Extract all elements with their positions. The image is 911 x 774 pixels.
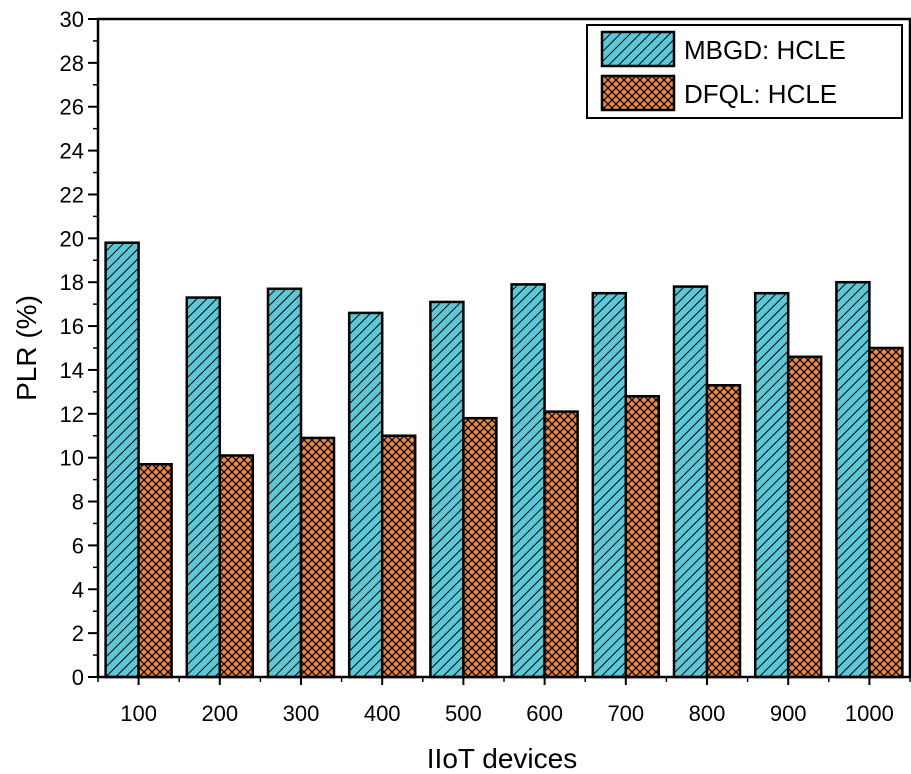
y-tick-label: 16 bbox=[60, 314, 84, 339]
x-tick-label-500: 500 bbox=[445, 701, 482, 726]
x-axis-title: IIoT devices bbox=[427, 743, 577, 774]
x-tick-label-300: 300 bbox=[283, 701, 320, 726]
bars-group bbox=[104, 241, 904, 679]
bar-dfql-600 bbox=[543, 410, 579, 679]
bar-mbgd-200 bbox=[185, 296, 222, 679]
x-tick-label-200: 200 bbox=[201, 701, 238, 726]
legend-label-dfql: DFQL: HCLE bbox=[684, 79, 837, 109]
y-tick-label: 14 bbox=[60, 358, 84, 383]
legend-label-mbgd: MBGD: HCLE bbox=[684, 35, 846, 65]
y-tick-label: 10 bbox=[60, 446, 84, 471]
legend: MBGD: HCLE DFQL: HCLE bbox=[586, 24, 903, 119]
x-tick-label-400: 400 bbox=[364, 701, 401, 726]
bar-mbgd-100 bbox=[104, 241, 140, 679]
y-tick-label: 24 bbox=[60, 139, 84, 164]
y-tick-label: 12 bbox=[60, 402, 84, 427]
bar-dfql-100 bbox=[137, 462, 173, 679]
bar-mbgd-500 bbox=[429, 300, 465, 679]
bar-dfql-700 bbox=[624, 395, 661, 679]
x-tick-label-700: 700 bbox=[607, 701, 644, 726]
y-tick-label: 20 bbox=[60, 226, 84, 251]
y-tick-label: 28 bbox=[60, 51, 84, 76]
bar-dfql-800 bbox=[705, 384, 742, 679]
bar-dfql-500 bbox=[462, 416, 498, 679]
bar-mbgd-400 bbox=[347, 311, 384, 679]
x-tick-label-900: 900 bbox=[770, 701, 807, 726]
y-tick-label: 0 bbox=[72, 665, 84, 690]
bar-mbgd-1000 bbox=[835, 280, 871, 679]
x-tick-label-100: 100 bbox=[120, 701, 157, 726]
x-tick-label-800: 800 bbox=[689, 701, 726, 726]
legend-swatch-mbgd bbox=[600, 30, 676, 68]
bar-dfql-200 bbox=[218, 454, 255, 679]
y-tick-label: 26 bbox=[60, 95, 84, 120]
bar-dfql-400 bbox=[380, 434, 417, 679]
y-tick-label: 6 bbox=[72, 533, 84, 558]
legend-swatch-dfql bbox=[600, 74, 676, 112]
bar-dfql-300 bbox=[299, 436, 336, 679]
bar-dfql-1000 bbox=[868, 346, 904, 679]
bar-dfql-900 bbox=[786, 355, 823, 679]
y-tick-label: 22 bbox=[60, 182, 84, 207]
y-tick-label: 18 bbox=[60, 270, 84, 295]
bar-mbgd-700 bbox=[591, 291, 628, 679]
y-axis-title: PLR (%) bbox=[11, 295, 42, 401]
y-tick-label: 2 bbox=[72, 621, 84, 646]
y-tick-label: 8 bbox=[72, 490, 84, 515]
bar-mbgd-300 bbox=[266, 287, 303, 679]
y-tick-label: 30 bbox=[60, 7, 84, 32]
bar-mbgd-900 bbox=[753, 291, 790, 679]
bar-mbgd-800 bbox=[672, 285, 709, 679]
x-tick-label-1000: 1000 bbox=[845, 701, 894, 726]
bar-mbgd-600 bbox=[510, 283, 546, 679]
x-tick-label-600: 600 bbox=[526, 701, 563, 726]
y-tick-label: 4 bbox=[72, 577, 84, 602]
